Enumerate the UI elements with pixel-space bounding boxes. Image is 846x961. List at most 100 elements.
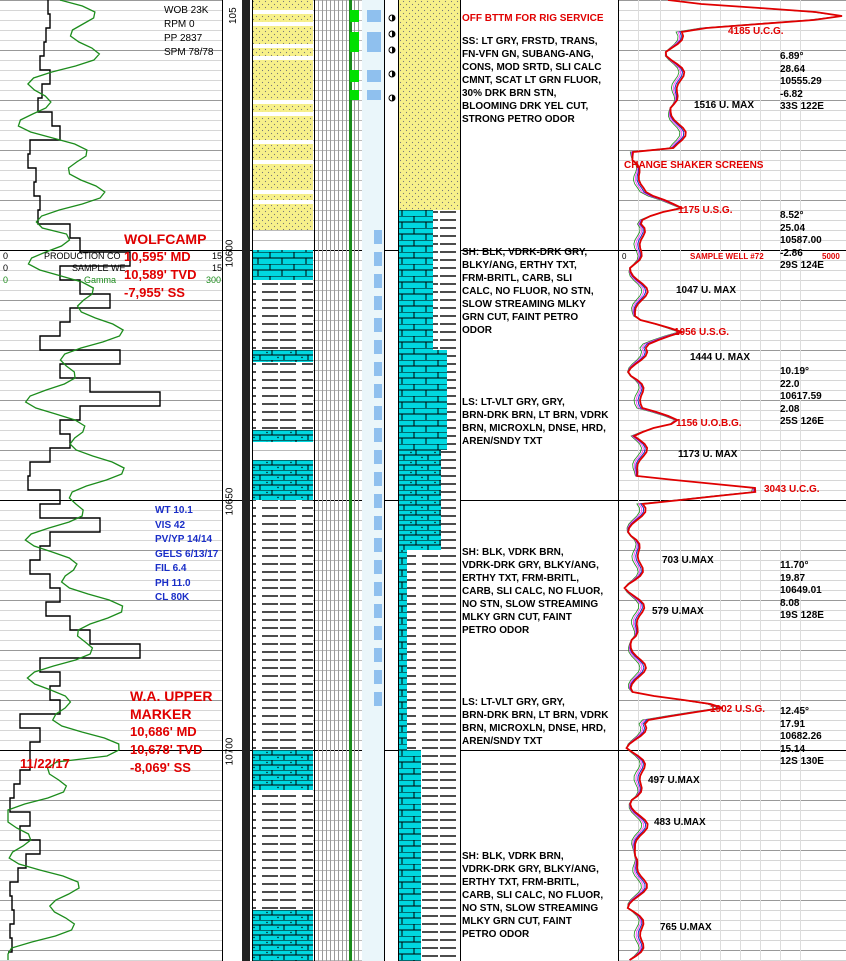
lith-gap	[253, 22, 313, 26]
description-line: FN-VFN GN, SUBANG-ANG,	[462, 49, 594, 60]
description-line: STRONG PETRO ODOR	[462, 114, 575, 125]
pp-label: PP 2837	[164, 33, 203, 44]
description-line: GRN CUT, FAINT PETRO	[462, 312, 579, 323]
lith-gap	[253, 56, 313, 60]
lithology-block	[253, 280, 313, 350]
lith-gap	[253, 112, 313, 116]
lithology-block	[253, 790, 313, 910]
top-wa-upper-name-1: W.A. UPPER	[130, 688, 213, 704]
top-wolfcamp-name: WOLFCAMP	[124, 231, 207, 247]
description-line: LS: LT-VLT GRY, GRY,	[462, 397, 565, 408]
depth-cut-label: 105	[228, 7, 239, 24]
fluor-mark	[374, 406, 382, 420]
description-line: SH: BLK, VDRK BRN,	[462, 851, 564, 862]
survey-value: 22.0	[780, 378, 800, 390]
survey-value: 15.14	[780, 743, 806, 755]
fluor-mark	[374, 230, 382, 244]
top-wolfcamp-md: 10,595' MD	[124, 249, 191, 264]
gas-annotation: 765 U.MAX	[660, 922, 712, 933]
survey-value: 10.19°	[780, 366, 810, 377]
gas-annotation: 4185 U.C.G.	[728, 26, 784, 37]
depth-label-10600: 10600	[224, 239, 236, 268]
gas-annotation: 1902 U.S.G.	[710, 704, 766, 715]
scale-right-3: 300	[206, 275, 222, 285]
show-symbol-fill	[392, 71, 395, 77]
fluor-mark	[374, 362, 382, 376]
description-line: ODOR	[462, 325, 492, 336]
top-wa-upper-ss: -8,069' SS	[130, 760, 191, 775]
show-mark	[350, 70, 359, 82]
legend-label-gamma: Gamma	[84, 275, 117, 285]
description-line: CARB, SLI CALC, NO FLUOR,	[462, 890, 604, 901]
description-block: LS: LT-VLT GRY, GRY, BRN-DRK BRN, LT BRN,…	[462, 396, 618, 448]
show-symbol-fill	[392, 95, 395, 101]
gas-scale-right: 5000	[822, 252, 840, 261]
gas-annotation: 703 U.MAX	[662, 555, 714, 566]
rop-curve	[8, 0, 161, 953]
fluor-mark	[367, 90, 381, 100]
fluor-mark	[374, 274, 382, 288]
gas-annotation: 3043 U.C.G.	[764, 484, 820, 495]
lithology-block	[253, 350, 313, 362]
survey-value: -6.82	[780, 88, 803, 100]
description-block: SH: BLK, VDRK-DRK GRY, BLKY/ANG, ERTHY TX…	[462, 246, 618, 337]
total-gas-curve	[623, 0, 843, 961]
description-line: NO STN, SLOW STREAMING	[462, 903, 599, 914]
description-line: BRN, MICROXLN, DNSE, HRD,	[462, 723, 606, 734]
description-line: MLKY GRN CUT, FAINT	[462, 612, 572, 623]
gas-annotation: 1156 U.O.B.G.	[676, 418, 742, 429]
mud-property: FIL 6.4	[155, 563, 187, 574]
gas-track	[618, 0, 846, 961]
survey-value: 10587.00	[780, 235, 822, 246]
interp-sand	[399, 0, 460, 210]
description-line: MLKY GRN CUT, FAINT	[462, 916, 572, 927]
survey-value: 33S 122E	[780, 101, 824, 112]
top-wolfcamp-ss: -7,955' SS	[124, 285, 185, 300]
description-line: BLOOMING DRK YEL CUT,	[462, 101, 589, 112]
lith-gap	[253, 160, 313, 164]
lith-gap	[253, 44, 313, 48]
survey-value: 12.45°	[780, 706, 810, 717]
description-line: CARB, SLI CALC, NO FLUOR,	[462, 586, 604, 597]
mud-property: PH 11.0	[155, 577, 191, 589]
description-block: CHANGE SHAKER SCREENS	[624, 159, 780, 172]
show-symbol-fill	[392, 15, 395, 21]
show-symbol-fill	[392, 47, 395, 53]
interp-shale	[447, 350, 460, 450]
description-line: BRN, MICROXLN, DNSE, HRD,	[462, 423, 606, 434]
oil-show-bar	[349, 0, 352, 961]
top-wa-upper-name-2: MARKER	[130, 706, 192, 722]
top-wolfcamp-tvd: 10,589' TVD	[124, 267, 197, 282]
top-wa-upper-md: 10,686' MD	[130, 724, 197, 739]
fluor-mark	[374, 538, 382, 552]
depth-label-10650: 10650	[224, 487, 236, 516]
lith-gap	[253, 140, 313, 144]
symbol-track	[384, 0, 398, 961]
gas-annotation: 1047 U. MAX	[676, 285, 737, 296]
gas-scale-label: SAMPLE WELL #72	[690, 252, 764, 261]
description-line: 30% DRK BRN STN,	[462, 88, 557, 99]
survey-value: 19S 128E	[780, 610, 824, 621]
fluor-mark	[367, 70, 381, 82]
description-line: BLKY/ANG, ERTHY TXT,	[462, 260, 577, 271]
fluor-mark	[374, 516, 382, 530]
description-line: VDRK-DRK GRY, BLKY/ANG,	[462, 864, 599, 875]
lithology-block	[253, 750, 313, 790]
rpm-label: RPM 0	[164, 19, 195, 30]
description-line: OFF BTTM FOR RIG SERVICE	[462, 13, 604, 24]
interp-limestone	[399, 210, 433, 350]
interp-shale	[407, 550, 460, 750]
description-line: NO STN, SLOW STREAMING	[462, 599, 599, 610]
description-block: LS: LT-VLT GRY, GRY, BRN-DRK BRN, LT BRN,…	[462, 696, 618, 748]
porosity-track	[314, 0, 384, 961]
survey-value: 29S 124E	[780, 260, 824, 271]
spm-label: SPM 78/78	[164, 47, 214, 58]
wob-label: WOB 23K	[164, 5, 209, 16]
interpreted-lithology-track	[398, 0, 460, 961]
description-line: CMNT, SCAT LT GRN FLUOR,	[462, 75, 602, 86]
description-line: BRN-DRK BRN, LT BRN, VDRK	[462, 410, 609, 421]
fluor-mark	[367, 10, 381, 22]
scale-right-1: 15	[212, 251, 223, 261]
description-line: SLOW STREAMING MLKY	[462, 299, 586, 310]
